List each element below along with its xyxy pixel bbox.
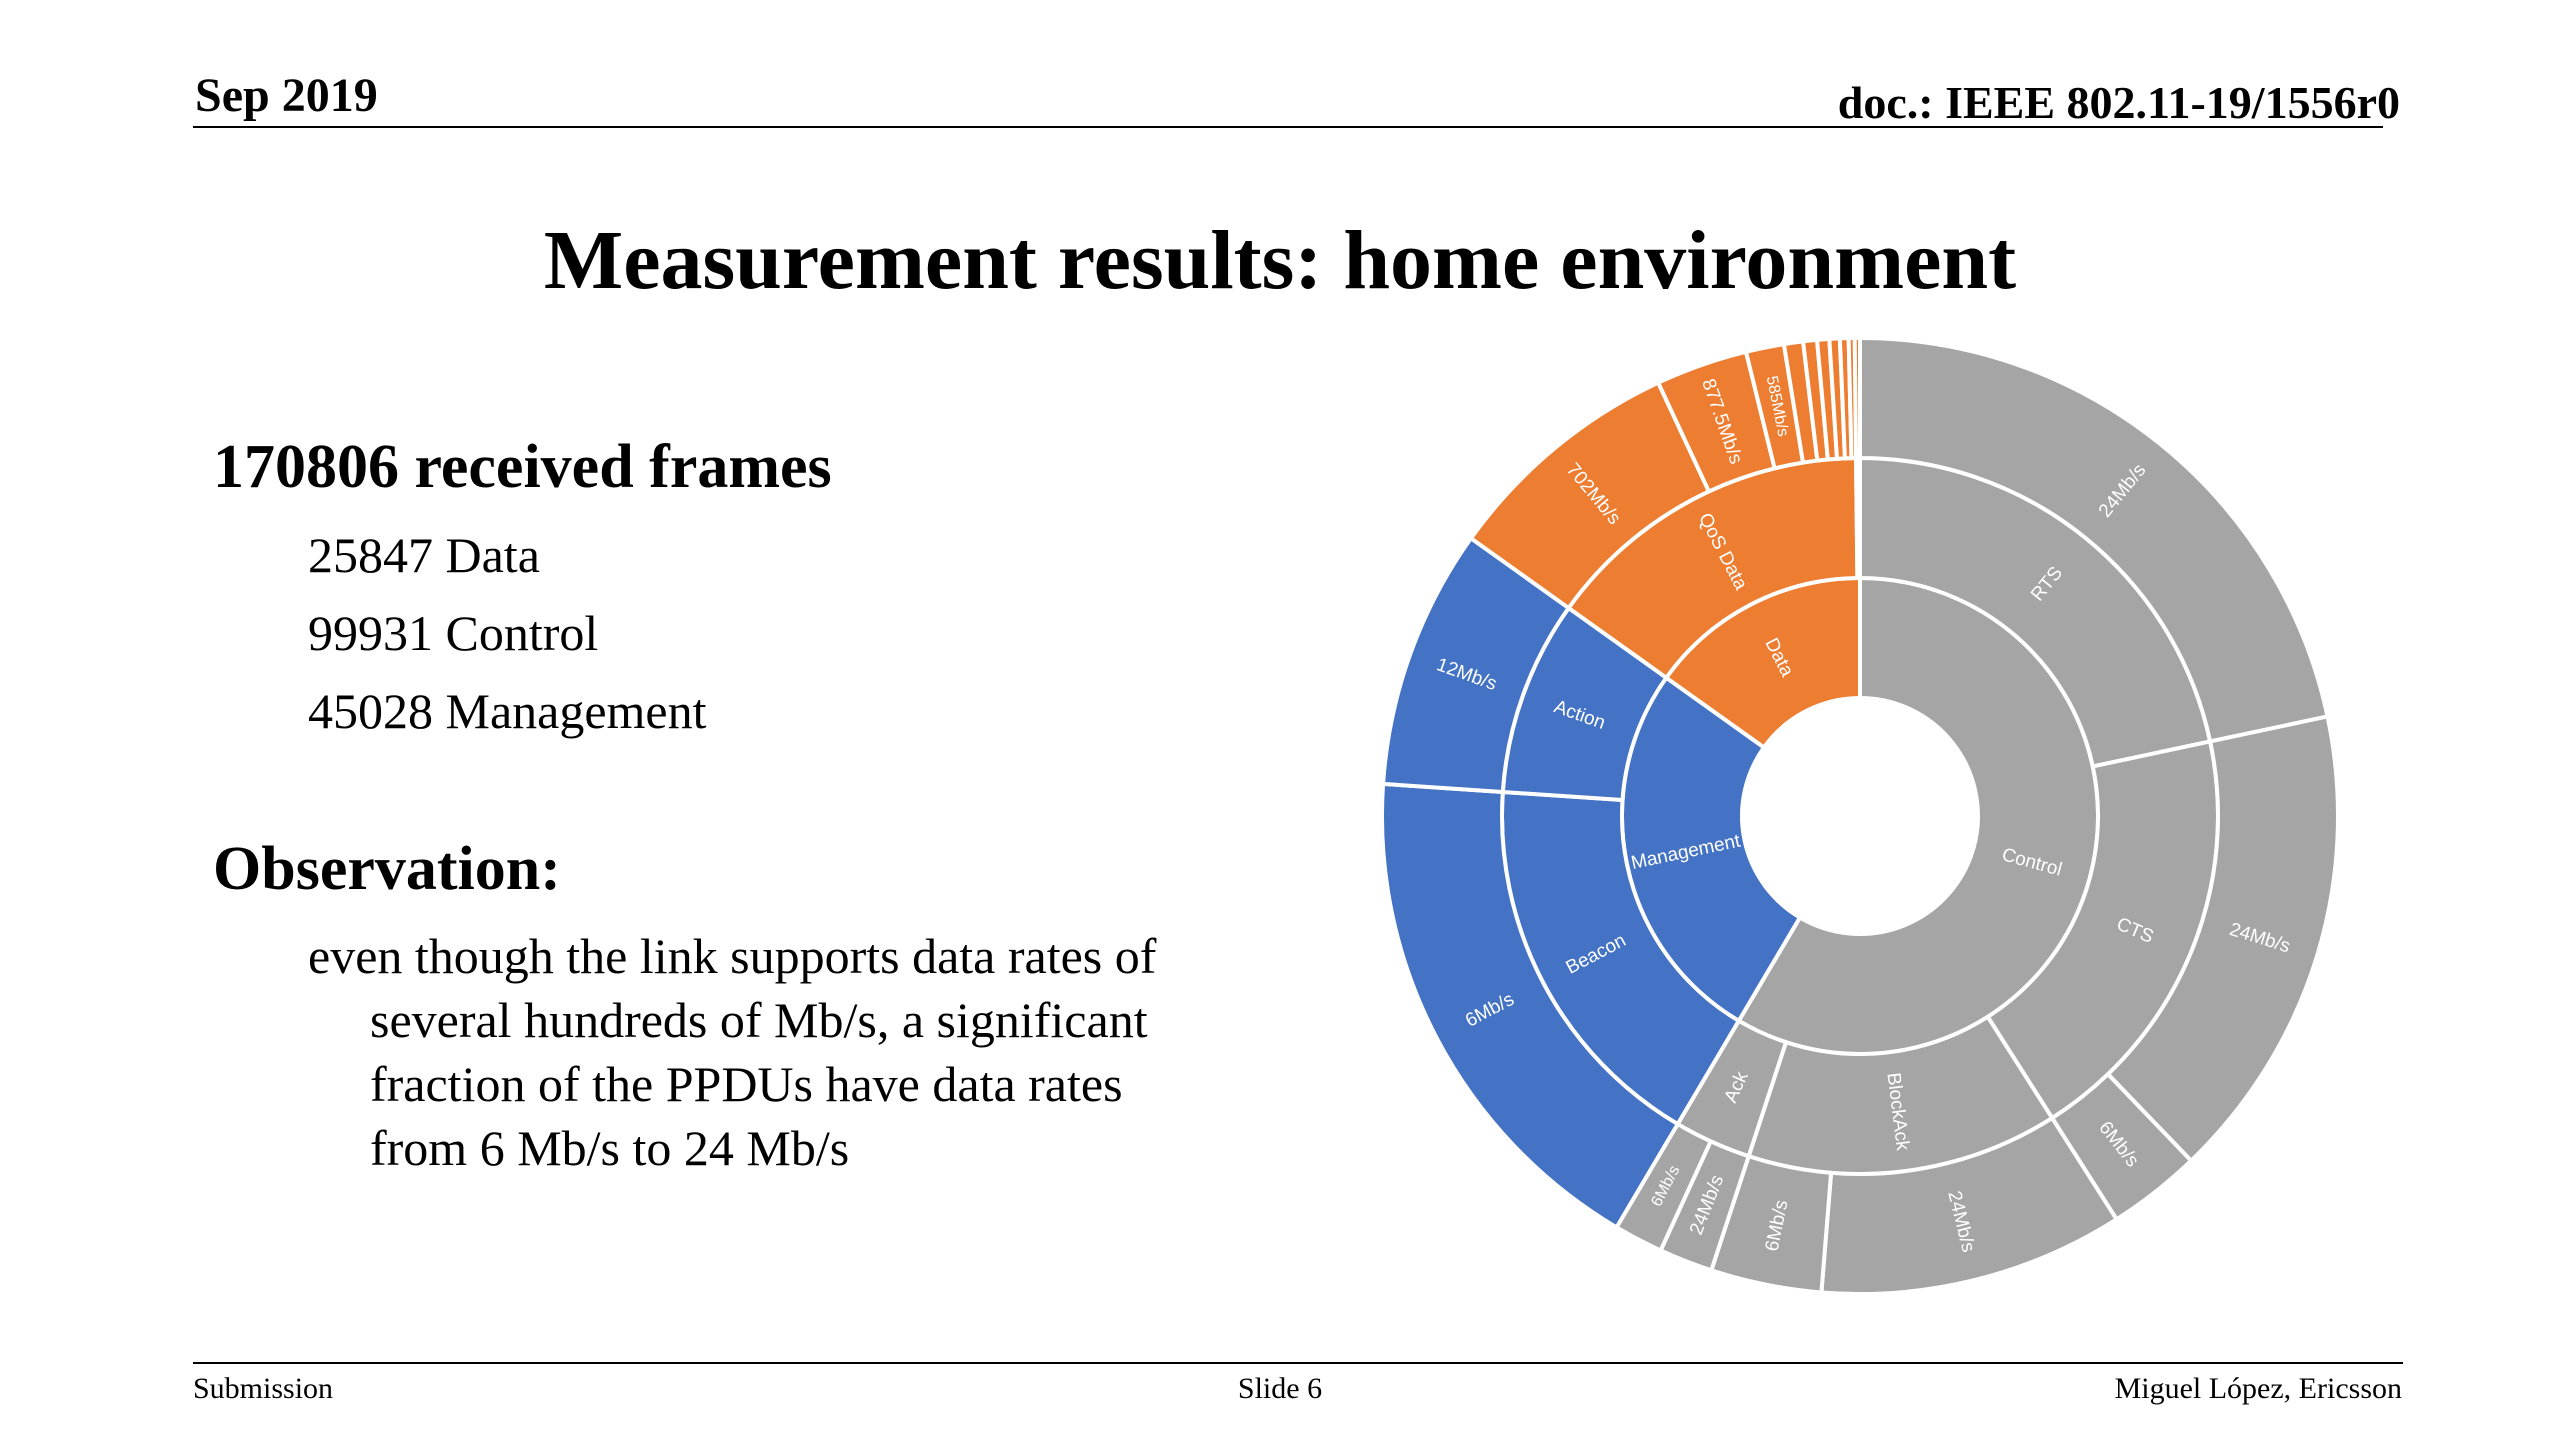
observation-line: fraction of the PPDUs have data rates [370, 1056, 1123, 1112]
observation-heading: Observation: [213, 835, 561, 903]
header-rule [193, 126, 2383, 128]
footer-rule [193, 1362, 2403, 1364]
observation-text: even though the link supports data rates… [308, 924, 1268, 1180]
observation-line: even though the link supports data rates… [308, 928, 1157, 984]
frames-heading: 170806 received frames [213, 433, 832, 501]
slide-title: Measurement results: home environment [543, 214, 2017, 307]
footer-author: Miguel López, Ericsson [2114, 1372, 2402, 1405]
footer-submission: Submission [193, 1372, 334, 1405]
header-doc-id: doc.: IEEE 802.11-19/1556r0 [1837, 77, 2400, 128]
observation-line: from 6 Mb/s to 24 Mb/s [370, 1120, 850, 1176]
sunburst-segment-unlabeled [1852, 335, 1862, 461]
footer-slide-number: Slide 6 [1237, 1372, 1323, 1405]
sunburst-segment-unlabeled [1854, 455, 1862, 581]
sunburst-segment-24mb-s [1858, 335, 2330, 744]
frames-item-data: 25847 Data [308, 527, 540, 583]
frames-item-management: 45028 Management [308, 683, 707, 739]
frames-item-control: 99931 Control [308, 605, 599, 661]
observation-line: several hundreds of Mb/s, a significant [370, 992, 1148, 1048]
header-date: Sep 2019 [195, 69, 378, 122]
